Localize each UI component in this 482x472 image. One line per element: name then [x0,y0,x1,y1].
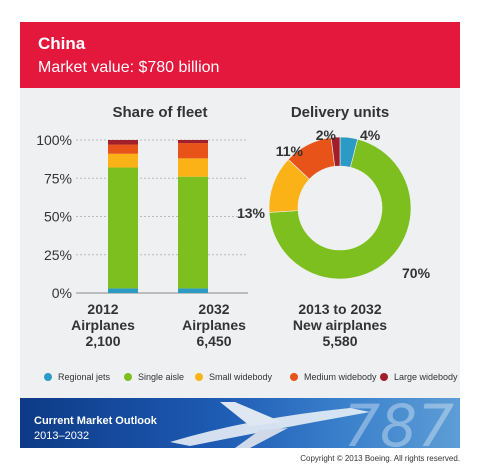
category-count: 6,450 [196,333,232,349]
delivery-units-title: Delivery units [290,104,390,121]
category-year: 2012 [87,301,119,317]
page-title: China [38,34,86,53]
chart-legend: Regional jets Single aisle Small widebody M… [20,366,460,390]
bar-segment-2032-regional-jets [178,288,208,293]
bar-segment-2012-medium-widebody [108,144,138,154]
donut-footer-label: 2013 to 2032 New airplanes 5,580 [280,301,400,349]
category-caption: Airplanes [71,317,135,333]
donut-data-label: 4% [360,127,381,143]
y-tick-label: 100% [36,132,72,148]
bar-segment-2032-large-widebody [178,140,208,144]
bar-category-label-2012: 2012 Airplanes 2,100 [68,301,138,349]
header-banner: China Market value: $780 billion [20,22,460,88]
share-of-fleet-title: Share of fleet [112,104,208,121]
bar-segment-2012-regional-jets [108,288,138,293]
legend-item-large-widebody: Large widebody [380,372,458,382]
copyright-notice: Copyright © 2013 Boeing. All rights rese… [300,454,460,463]
bar-segment-2012-small-widebody [108,153,138,168]
legend-swatch [124,373,132,381]
legend-label: Single aisle [138,372,185,382]
market-value-subtitle: Market value: $780 billion [38,59,220,76]
legend-swatch [44,373,52,381]
donut-count: 5,580 [322,333,358,349]
legend-label: Small widebody [209,372,273,382]
legend-label: Medium widebody [304,372,377,382]
bar-category-label-2032: 2032 Airplanes 6,450 [176,301,252,349]
legend-swatch [195,373,203,381]
bar-segment-2032-small-widebody [178,158,208,177]
y-tick-label: 50% [44,209,72,225]
legend-item-regional-jets: Regional jets [44,372,110,382]
donut-data-label: 2% [316,127,337,143]
y-tick-label: 25% [44,247,72,263]
legend-label: Regional jets [58,372,111,382]
legend-swatch [290,373,298,381]
bar-segment-2032-medium-widebody [178,143,208,159]
legend-item-single-aisle: Single aisle [124,372,184,382]
banner-years: 2013–2032 [34,430,90,442]
donut-data-label: 70% [402,265,431,281]
bar-segment-2032-single-aisle [178,176,208,289]
donut-slice-single-aisle [268,138,412,280]
donut-slice-large-widebody [330,136,341,167]
y-tick-label: 0% [52,285,72,301]
legend-item-small-widebody: Small widebody [195,372,272,382]
bar-segment-2012-large-widebody [108,140,138,145]
bar-segment-2012-single-aisle [108,167,138,289]
category-year: 2032 [198,301,230,317]
outlook-banner: 787 Current Market Outlook 2013–2032 [20,398,460,448]
donut-caption: New airplanes [292,317,388,333]
airplane-icon [170,402,370,448]
legend-item-medium-widebody: Medium widebody [290,372,377,382]
category-caption: Airplanes [182,317,246,333]
donut-period: 2013 to 2032 [298,301,382,317]
category-count: 2,100 [85,333,121,349]
legend-label: Large widebody [394,372,458,382]
donut-data-label: 13% [237,205,266,221]
banner-title: Current Market Outlook [34,415,157,427]
donut-data-label: 11% [276,143,304,159]
banner-model-number: 787 [343,398,454,448]
legend-swatch [380,373,388,381]
y-tick-label: 75% [44,170,72,186]
